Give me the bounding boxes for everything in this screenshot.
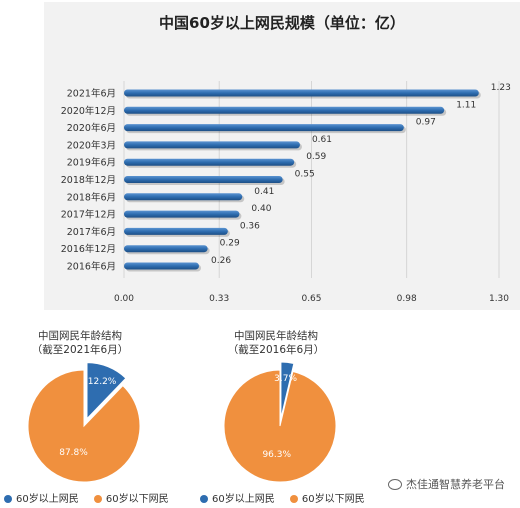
- legend-item-below-60: 60岁以下网民: [289, 494, 365, 505]
- bar: [124, 106, 445, 114]
- watermark-text: 杰佳通智慧养老平台: [406, 478, 505, 491]
- bar: [124, 158, 295, 166]
- y-tick-label: 2016年12月: [61, 243, 116, 255]
- y-tick-label: 2018年6月: [67, 191, 116, 203]
- data-label: 0.29: [220, 239, 240, 249]
- pie-subtitle: （截至2016年6月）: [227, 344, 325, 356]
- bar: [124, 262, 199, 270]
- pie-card-2021: 中国网民年龄结构 （截至2021年6月） 12.2% 87.8% 60岁以上网民 …: [0, 318, 186, 506]
- y-tick-label: 2019年6月: [67, 157, 116, 169]
- pie-data-label: 87.8%: [59, 448, 88, 458]
- bar-chart: 中国60岁以上网民规模（单位：亿） 0.00 0.33 0.65 0.98 1.30 202…: [61, 14, 511, 304]
- y-tick-label: 2017年12月: [61, 209, 116, 221]
- x-tick-label: 1.30: [489, 294, 509, 304]
- data-label: 1.11: [456, 100, 476, 110]
- pie-legend: 60岁以上网民 60岁以下网民: [200, 490, 377, 505]
- pie-slice: [27, 369, 141, 483]
- x-tick-label: 0.98: [397, 294, 417, 304]
- y-tick-label: 2020年12月: [61, 105, 116, 117]
- legend-item-above-60: 60岁以上网民: [200, 494, 275, 505]
- bar-chart-panel: 中国60岁以上网民规模（单位：亿） 0.00 0.33 0.65 0.98 1.30 202…: [44, 2, 520, 310]
- x-tick-label: 0.00: [114, 294, 134, 304]
- y-tick-label: 2020年3月: [67, 139, 116, 151]
- data-label: 1.23: [491, 83, 511, 93]
- pie-subtitle: （截至2021年6月）: [31, 344, 129, 356]
- legend-label: 60岁以上网民: [16, 494, 79, 505]
- legend-item-above-60: 60岁以上网民: [4, 494, 79, 505]
- legend-swatch: [93, 495, 102, 503]
- data-label: 0.55: [295, 170, 315, 180]
- y-tick-label: 2018年12月: [61, 174, 116, 186]
- y-tick-label: 2021年6月: [67, 88, 116, 100]
- y-tick-label: 2017年6月: [67, 226, 116, 238]
- data-label: 0.26: [211, 256, 231, 266]
- bar: [124, 124, 404, 132]
- legend-swatch: [4, 495, 12, 503]
- pie-title: 中国网民年龄结构: [234, 330, 318, 342]
- pie-legend: 60岁以上网民 60岁以下网民: [4, 490, 181, 505]
- chart-title: 中国60岁以上网民规模（单位：亿）: [159, 14, 405, 32]
- y-tick-label: 2020年6月: [67, 122, 116, 134]
- pie-slice: [86, 362, 127, 420]
- data-label: 0.61: [312, 135, 332, 145]
- wechat-icon: [388, 479, 402, 490]
- legend-label: 60岁以下网民: [301, 494, 365, 505]
- data-label: 0.41: [254, 187, 274, 197]
- legend-label: 60岁以下网民: [105, 494, 169, 505]
- bar: [124, 176, 283, 183]
- bar: [124, 227, 228, 235]
- pie-card-2016: 中国网民年龄结构 （截至2016年6月） 3.7% 96.3% 60岁以上网民 6…: [196, 318, 382, 506]
- watermark: 杰佳通智慧养老平台: [388, 476, 505, 492]
- pie-chart: 12.2% 87.8%: [27, 362, 141, 483]
- data-label: 0.36: [240, 221, 260, 231]
- pie-data-label: 12.2%: [88, 377, 117, 387]
- y-tick-label: 2016年6月: [67, 261, 116, 273]
- pie-chart: 3.7% 96.3%: [223, 361, 337, 483]
- legend-swatch: [289, 495, 298, 503]
- legend-label: 60岁以上网民: [212, 494, 275, 505]
- legend-swatch: [200, 495, 208, 503]
- pie-slice: [223, 369, 337, 483]
- bar: [124, 210, 240, 218]
- pie-data-label: 3.7%: [274, 374, 297, 384]
- bar: [124, 193, 243, 201]
- data-label: 0.59: [306, 152, 326, 162]
- legend-item-below-60: 60岁以下网民: [93, 494, 169, 505]
- data-label: 0.97: [416, 118, 436, 128]
- pie-title: 中国网民年龄结构: [38, 330, 122, 342]
- x-tick-label: 0.65: [301, 294, 321, 304]
- x-tick-label: 0.33: [209, 294, 229, 304]
- bar: [124, 141, 300, 149]
- data-label: 0.40: [251, 204, 271, 214]
- pie-slice: [280, 361, 295, 419]
- bar: [124, 89, 479, 97]
- pie-data-label: 96.3%: [262, 450, 291, 460]
- bar: [124, 245, 208, 253]
